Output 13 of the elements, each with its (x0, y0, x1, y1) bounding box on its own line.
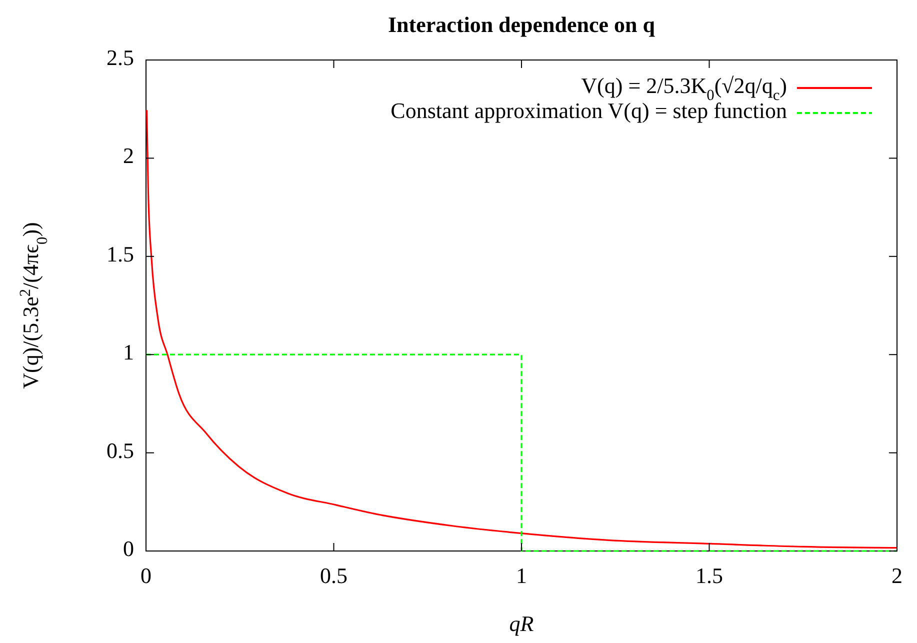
x-tick-label: 0.5 (320, 563, 348, 588)
y-tick-label: 0.5 (106, 438, 134, 463)
y-tick-label: 2 (123, 143, 134, 168)
chart-title: Interaction dependence on q (388, 12, 656, 37)
y-tick-label: 1.5 (106, 241, 134, 266)
y-tick-label: 0 (123, 536, 134, 562)
x-tick-label: 0 (140, 563, 152, 588)
x-axis-title: qR (509, 611, 534, 636)
y-tick-label: 1 (123, 340, 134, 365)
x-tick-label: 1 (516, 563, 527, 588)
x-tick-label: 1.5 (696, 563, 723, 588)
y-tick-label: 2.5 (106, 45, 134, 70)
x-tick-label: 2 (892, 563, 902, 588)
